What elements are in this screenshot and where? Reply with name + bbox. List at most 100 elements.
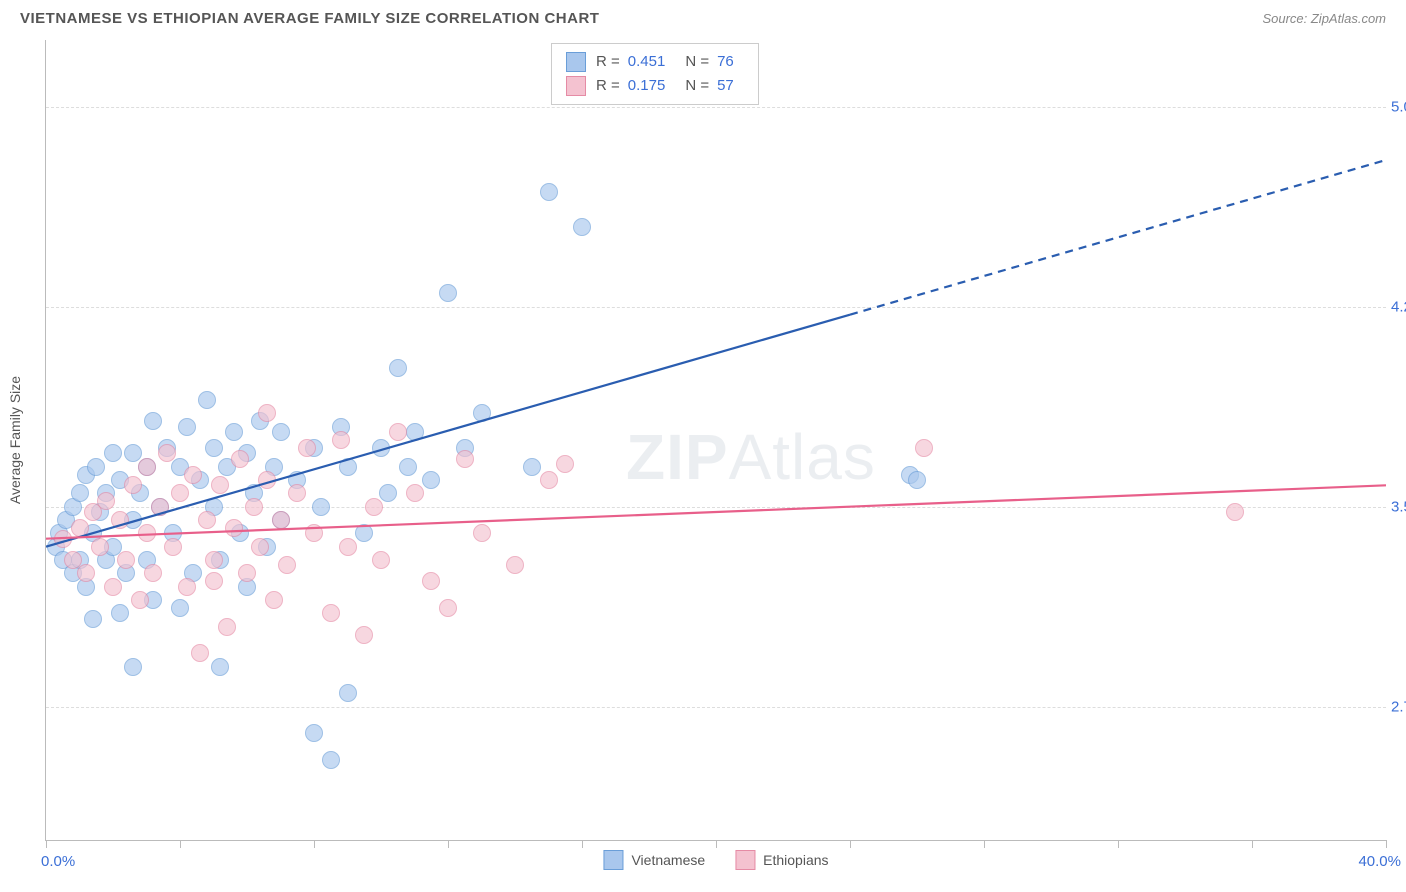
scatter-point: [97, 492, 115, 510]
scatter-point: [523, 458, 541, 476]
scatter-point: [245, 498, 263, 516]
chart-container: Average Family Size ZIPAtlas R =0.451N =…: [45, 40, 1385, 840]
y-axis-label: Average Family Size: [7, 376, 23, 504]
stat-n-label: N =: [685, 74, 709, 98]
scatter-point: [379, 484, 397, 502]
scatter-point: [422, 572, 440, 590]
gridline: [46, 307, 1386, 308]
gridline: [46, 707, 1386, 708]
x-tick: [448, 840, 449, 848]
scatter-point: [164, 538, 182, 556]
scatter-point: [178, 578, 196, 596]
scatter-point: [389, 423, 407, 441]
scatter-point: [339, 458, 357, 476]
watermark: ZIPAtlas: [626, 420, 876, 494]
watermark-light: Atlas: [729, 421, 876, 493]
scatter-point: [238, 564, 256, 582]
scatter-point: [365, 498, 383, 516]
scatter-point: [124, 658, 142, 676]
scatter-point: [158, 444, 176, 462]
regression-line-dashed: [850, 160, 1386, 315]
scatter-point: [144, 412, 162, 430]
scatter-point: [91, 538, 109, 556]
legend-swatch: [566, 52, 586, 72]
scatter-point: [251, 538, 269, 556]
scatter-point: [111, 511, 129, 529]
scatter-point: [111, 604, 129, 622]
scatter-point: [205, 572, 223, 590]
scatter-point: [456, 450, 474, 468]
scatter-point: [54, 530, 72, 548]
scatter-point: [406, 423, 424, 441]
scatter-point: [265, 591, 283, 609]
y-tick-label: 4.25: [1391, 298, 1406, 315]
scatter-point: [298, 439, 316, 457]
scatter-point: [908, 471, 926, 489]
stats-legend: R =0.451N =76R =0.175N =57: [551, 43, 759, 105]
x-tick: [180, 840, 181, 848]
scatter-point: [198, 511, 216, 529]
scatter-point: [573, 218, 591, 236]
scatter-point: [171, 484, 189, 502]
stats-row: R =0.175N =57: [566, 74, 744, 98]
scatter-point: [272, 511, 290, 529]
scatter-point: [84, 610, 102, 628]
legend-item: Vietnamese: [603, 850, 705, 870]
scatter-point: [288, 484, 306, 502]
scatter-point: [178, 418, 196, 436]
scatter-point: [322, 751, 340, 769]
scatter-point: [184, 466, 202, 484]
scatter-point: [117, 551, 135, 569]
scatter-point: [171, 599, 189, 617]
series-legend: Vietnamese Ethiopians: [603, 850, 828, 870]
x-tick: [314, 840, 315, 848]
x-max-label: 40.0%: [1358, 853, 1401, 870]
stat-r-label: R =: [596, 74, 620, 98]
scatter-point: [87, 458, 105, 476]
scatter-point: [71, 519, 89, 537]
scatter-point: [211, 658, 229, 676]
y-tick-label: 3.50: [1391, 498, 1406, 515]
stat-r-label: R =: [596, 50, 620, 74]
scatter-point: [422, 471, 440, 489]
scatter-point: [556, 455, 574, 473]
y-tick-label: 5.00: [1391, 98, 1406, 115]
scatter-point: [355, 524, 373, 542]
scatter-point: [211, 476, 229, 494]
chart-title: VIETNAMESE VS ETHIOPIAN AVERAGE FAMILY S…: [20, 10, 599, 27]
source-label: Source: ZipAtlas.com: [1262, 11, 1386, 26]
scatter-point: [322, 604, 340, 622]
scatter-point: [191, 644, 209, 662]
scatter-point: [258, 404, 276, 422]
scatter-point: [332, 431, 350, 449]
scatter-point: [399, 458, 417, 476]
scatter-point: [305, 524, 323, 542]
scatter-point: [473, 404, 491, 422]
scatter-point: [71, 484, 89, 502]
scatter-point: [312, 498, 330, 516]
scatter-point: [218, 618, 236, 636]
scatter-point: [124, 476, 142, 494]
stat-n-value: 76: [717, 50, 734, 74]
scatter-point: [915, 439, 933, 457]
scatter-point: [389, 359, 407, 377]
scatter-point: [1226, 503, 1244, 521]
scatter-point: [131, 591, 149, 609]
scatter-point: [278, 556, 296, 574]
scatter-point: [540, 471, 558, 489]
x-tick: [716, 840, 717, 848]
x-tick: [582, 840, 583, 848]
scatter-point: [138, 524, 156, 542]
scatter-point: [225, 423, 243, 441]
scatter-point: [104, 444, 122, 462]
scatter-point: [506, 556, 524, 574]
scatter-point: [339, 538, 357, 556]
stats-row: R =0.451N =76: [566, 50, 744, 74]
scatter-point: [258, 471, 276, 489]
watermark-bold: ZIP: [626, 421, 729, 493]
x-tick: [984, 840, 985, 848]
stat-n-value: 57: [717, 74, 734, 98]
scatter-point: [205, 551, 223, 569]
x-tick: [1252, 840, 1253, 848]
legend-item: Ethiopians: [735, 850, 828, 870]
